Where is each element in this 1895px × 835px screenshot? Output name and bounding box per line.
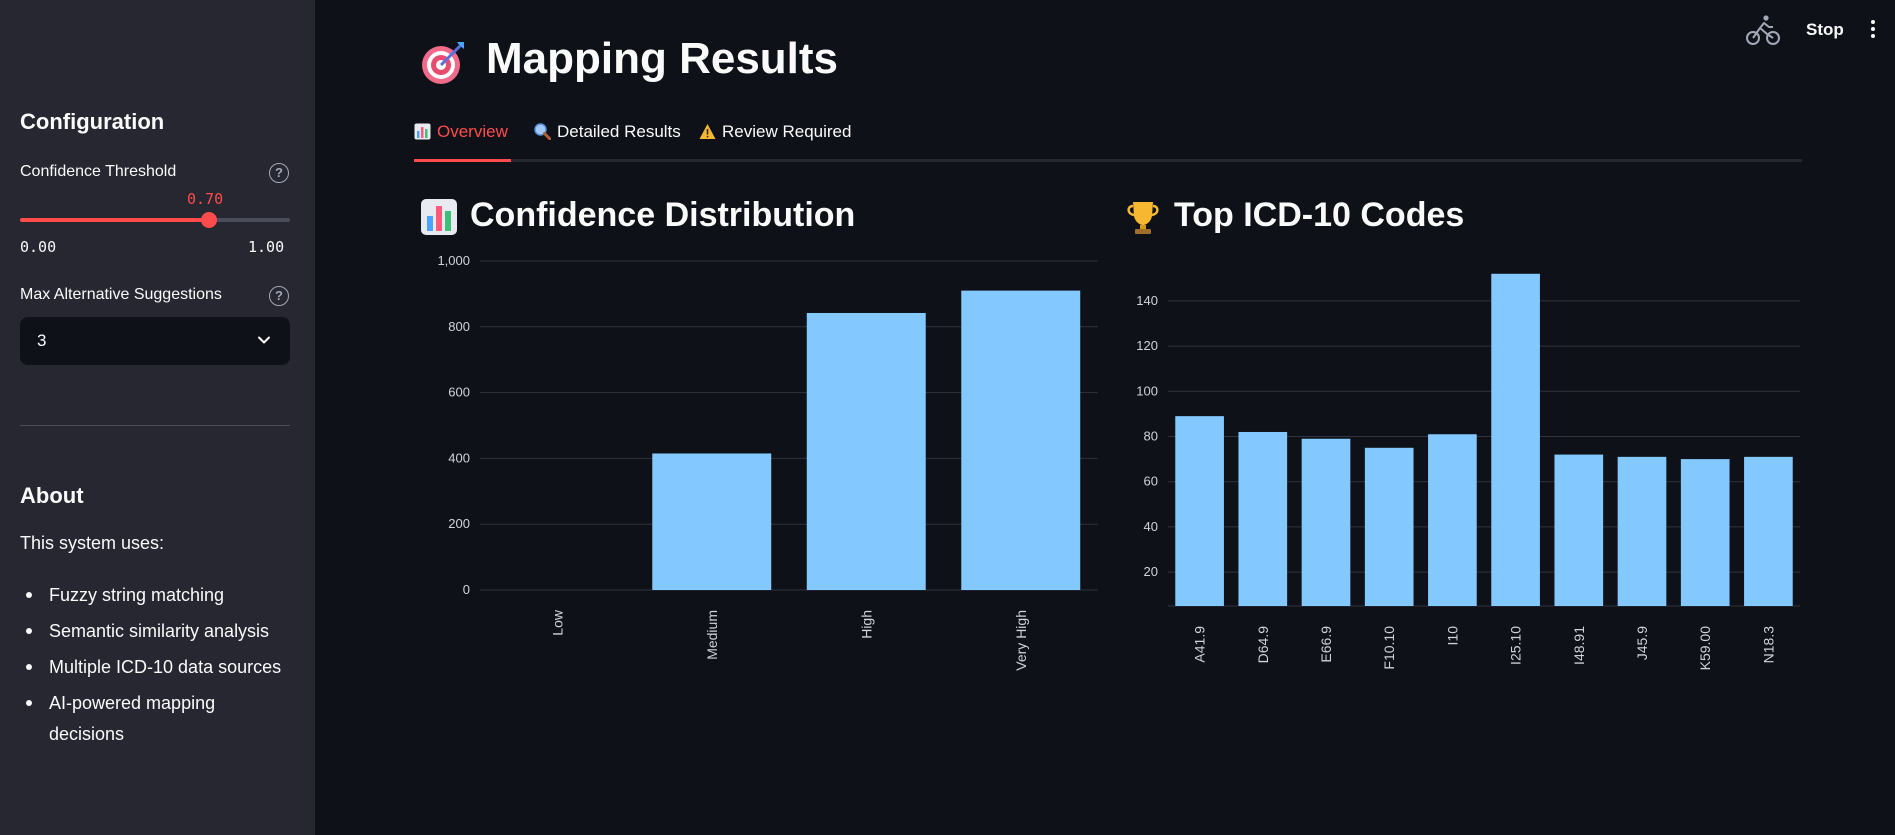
bar[interactable] [1175, 416, 1224, 606]
y-tick-label: 800 [448, 319, 470, 334]
y-tick-label: 200 [448, 516, 470, 531]
slider-fill [20, 218, 209, 222]
tab-overview[interactable]: Overview [414, 122, 511, 162]
x-tick-label: N18.3 [1760, 626, 1776, 664]
bar[interactable] [961, 291, 1080, 590]
x-tick-label: I48.91 [1571, 626, 1587, 665]
slider-max-label: 1.00 [248, 238, 284, 256]
tab-bar: Overview Detailed Results Review Require… [414, 122, 1802, 162]
tab-review-required[interactable]: Review Required [699, 122, 851, 162]
x-tick-label: Very High [1013, 610, 1029, 671]
x-tick-label: I25.10 [1508, 626, 1524, 665]
list-item: AI-powered mapping decisions [20, 688, 295, 750]
y-tick-label: 1,000 [437, 253, 470, 268]
x-tick-label: Medium [704, 610, 720, 660]
question-circle-icon[interactable]: ? [269, 163, 289, 183]
x-tick-label: A41.9 [1192, 626, 1208, 663]
trophy-icon [1124, 198, 1162, 236]
bar[interactable] [1618, 457, 1667, 606]
about-list: Fuzzy string matching Semantic similarit… [20, 580, 295, 755]
magnifier-icon [534, 123, 551, 140]
x-tick-label: High [858, 610, 874, 639]
sidebar-divider [20, 425, 290, 426]
x-tick-label: D64.9 [1255, 626, 1271, 664]
y-tick-label: 60 [1144, 474, 1158, 489]
sidebar: Configuration Confidence Threshold ? 0.7… [0, 0, 315, 835]
tab-label: Review Required [722, 122, 851, 141]
bar[interactable] [1681, 459, 1730, 606]
y-tick-label: 0 [463, 582, 470, 597]
x-tick-label: F10.10 [1381, 626, 1397, 670]
list-item: Semantic similarity analysis [20, 616, 295, 647]
x-tick-label: E66.9 [1318, 626, 1334, 663]
chevron-down-icon [256, 332, 272, 348]
about-intro: This system uses: [20, 533, 164, 554]
page-title: Mapping Results [486, 34, 838, 84]
about-heading: About [20, 483, 84, 509]
confidence-threshold-value: 0.70 [187, 190, 223, 208]
bar[interactable] [1491, 274, 1540, 606]
bar[interactable] [1302, 439, 1351, 606]
tab-detailed-results[interactable]: Detailed Results [534, 122, 681, 162]
slider-min-label: 0.00 [20, 238, 56, 256]
y-tick-label: 20 [1144, 564, 1158, 579]
max-alternatives-label: Max Alternative Suggestions [20, 286, 222, 304]
slider-thumb[interactable] [201, 212, 217, 228]
configuration-heading: Configuration [20, 109, 164, 135]
y-tick-label: 140 [1136, 293, 1158, 308]
cyclist-icon [1746, 14, 1780, 46]
x-tick-label: Low [549, 609, 565, 636]
top-icd10-chart: 20 40 60 80 100 120 140 A41.9 D64.9 E66.9 F10.10 I1… [1118, 250, 1804, 680]
bar[interactable] [1428, 434, 1477, 606]
y-tick-label: 40 [1144, 519, 1158, 534]
x-tick-label: J45.9 [1634, 626, 1650, 660]
list-item: Multiple ICD-10 data sources [20, 652, 295, 683]
confidence-distribution-chart: 0 200 400 600 800 1,000 Low Medium High Very High [414, 250, 1100, 680]
select-value: 3 [37, 331, 46, 351]
question-circle-icon[interactable]: ? [269, 286, 289, 306]
bar-chart-icon [420, 198, 458, 236]
bar[interactable] [1744, 457, 1793, 606]
y-tick-label: 80 [1144, 429, 1158, 444]
stop-button[interactable]: Stop [1806, 20, 1844, 40]
confidence-threshold-slider[interactable] [20, 218, 290, 222]
bar[interactable] [807, 313, 926, 590]
tab-label: Detailed Results [557, 122, 681, 141]
y-tick-label: 100 [1136, 383, 1158, 398]
chart-title-confidence: Confidence Distribution [470, 196, 855, 235]
warning-icon [699, 123, 716, 140]
list-item: Fuzzy string matching [20, 580, 295, 611]
target-icon [420, 38, 468, 86]
y-tick-label: 400 [448, 450, 470, 465]
x-tick-label: K59.00 [1697, 626, 1713, 671]
y-tick-label: 120 [1136, 338, 1158, 353]
confidence-threshold-label: Confidence Threshold [20, 163, 176, 181]
bar[interactable] [1238, 432, 1287, 606]
y-tick-label: 600 [448, 385, 470, 400]
max-alternatives-select[interactable]: 3 [20, 317, 290, 365]
x-tick-label: I10 [1444, 626, 1460, 646]
bar-chart-icon [414, 123, 431, 140]
tab-label: Overview [437, 122, 508, 141]
bar[interactable] [652, 453, 771, 590]
bar[interactable] [1554, 455, 1603, 606]
kebab-menu-icon[interactable] [1870, 20, 1876, 40]
chart-title-icd10: Top ICD-10 Codes [1174, 196, 1464, 235]
bar[interactable] [1365, 448, 1414, 606]
